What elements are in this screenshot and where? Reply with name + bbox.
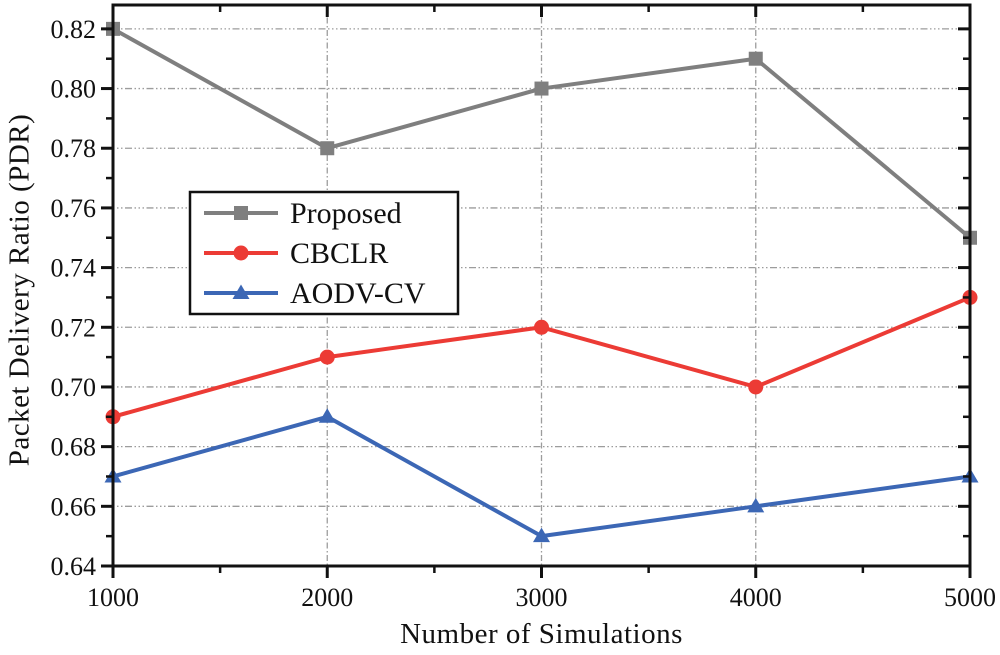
marker-triangle — [533, 527, 550, 543]
y-tick-label: 0.72 — [51, 313, 97, 342]
x-tick-label: 5000 — [944, 583, 996, 612]
y-tick-label: 0.70 — [51, 373, 97, 402]
x-tick-label: 1000 — [87, 583, 139, 612]
gridlines — [113, 5, 970, 566]
legend: Proposed CBCLR AODV-CV — [188, 190, 460, 316]
marker-circle — [534, 319, 549, 335]
axis-ticks — [101, 5, 972, 578]
y-tick-label: 0.68 — [51, 433, 97, 462]
marker-triangle — [747, 497, 765, 513]
x-tick-label: 3000 — [516, 583, 568, 612]
y-tick-label: 0.74 — [51, 254, 97, 283]
legend-label: CBCLR — [290, 237, 388, 270]
legend-label: AODV-CV — [290, 277, 426, 310]
y-tick-label: 0.80 — [51, 75, 97, 104]
legend-entry-cbclr: CBCLR — [204, 237, 388, 270]
x-tick-label: 4000 — [730, 583, 782, 612]
marker-circle — [748, 379, 764, 395]
y-tick-label: 0.82 — [51, 15, 97, 44]
marker-triangle — [232, 284, 250, 299]
marker-circle — [319, 349, 335, 365]
marker-square — [748, 51, 763, 66]
x-axis-title: Number of Simulations — [400, 618, 683, 650]
marker-square — [320, 141, 335, 156]
legend-entry-proposed: Proposed — [204, 197, 402, 230]
y-axis-title: Packet Delivery Ratio (PDR) — [3, 113, 36, 467]
marker-square — [534, 81, 549, 96]
marker-square — [234, 206, 248, 220]
tick-labels: 0.64 0.66 0.68 0.70 0.72 0.74 0.76 0.78 0.80 0.82… — [51, 15, 997, 612]
marker-circle — [233, 245, 249, 261]
y-tick-label: 0.76 — [51, 194, 97, 223]
y-tick-label: 0.78 — [51, 134, 97, 163]
y-tick-label: 0.64 — [51, 552, 97, 581]
x-tick-label: 2000 — [301, 583, 353, 612]
marker-triangle — [318, 408, 336, 423]
legend-label: Proposed — [290, 197, 402, 230]
y-tick-label: 0.66 — [51, 492, 97, 521]
legend-entry-aodv-cv: AODV-CV — [204, 277, 426, 310]
